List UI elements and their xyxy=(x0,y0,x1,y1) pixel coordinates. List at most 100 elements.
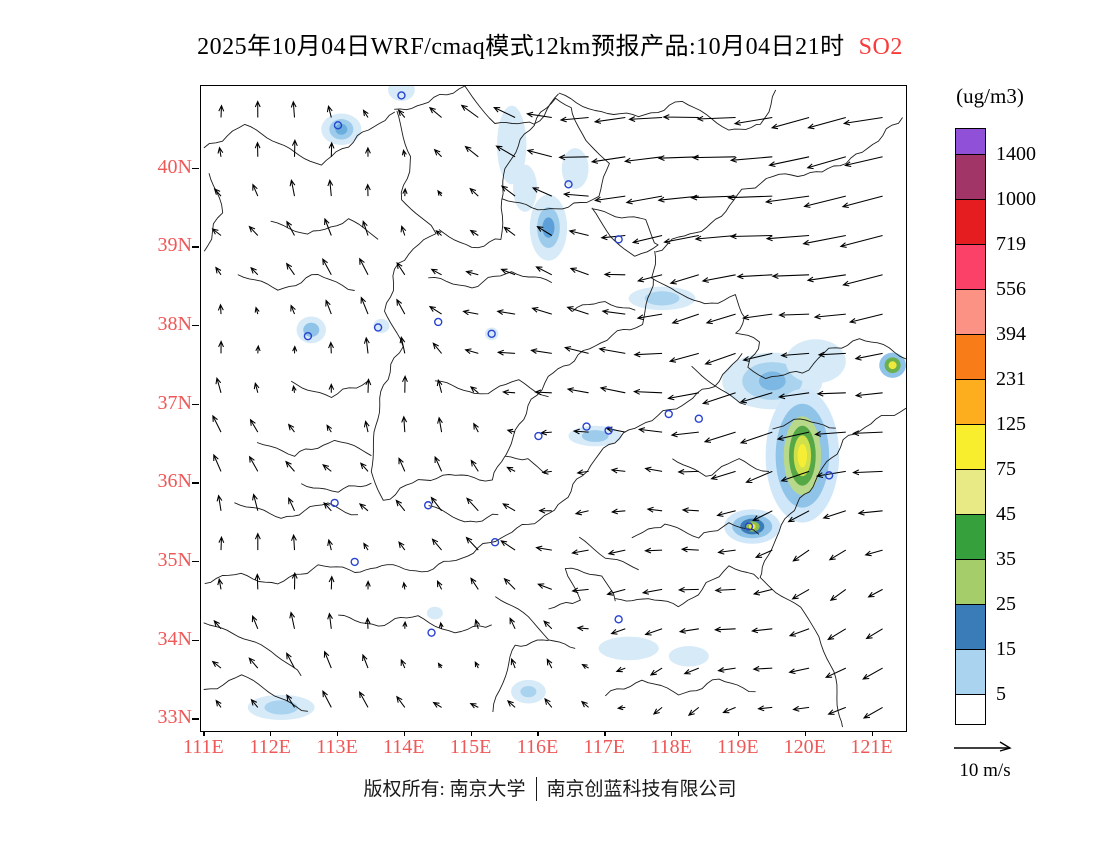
boundary-line xyxy=(438,200,504,249)
wind-arrows xyxy=(211,100,883,719)
boundary-line xyxy=(571,301,636,313)
wind-vector xyxy=(701,274,736,283)
wind-vector xyxy=(601,308,626,315)
wind-vector xyxy=(687,706,700,716)
wind-vector xyxy=(559,116,589,123)
lon-tick xyxy=(470,731,472,736)
wind-vector xyxy=(814,431,846,437)
station-marker xyxy=(373,323,383,332)
wind-vector xyxy=(534,389,552,396)
lat-tick xyxy=(192,403,199,405)
boundary-line xyxy=(759,407,906,728)
wind-vector xyxy=(571,587,589,594)
wind-vector xyxy=(255,344,261,354)
station-marker xyxy=(350,557,359,567)
wind-vector xyxy=(402,375,408,393)
wind-vector xyxy=(641,588,663,595)
wind-vector xyxy=(500,268,516,276)
wind-vector xyxy=(668,352,699,363)
so2-contour xyxy=(426,606,443,620)
colorbar-segment xyxy=(955,604,986,650)
wind-vector xyxy=(678,627,699,634)
wind-vector xyxy=(535,266,553,276)
boundary-line xyxy=(237,274,355,291)
wind-vector xyxy=(802,234,846,246)
wind-vector xyxy=(470,459,479,472)
wind-vector xyxy=(363,420,370,433)
boundary-line xyxy=(434,379,549,398)
station-marker xyxy=(664,409,673,419)
wind-vector xyxy=(844,156,883,168)
colorbar-segment xyxy=(955,289,986,335)
wind-vector xyxy=(752,665,773,672)
wind-vector xyxy=(496,309,516,316)
wind-vector xyxy=(839,234,883,248)
wind-vector xyxy=(460,104,479,118)
wind-vector xyxy=(474,618,481,629)
colorbar-label: 231 xyxy=(996,368,1026,390)
wind-vector xyxy=(751,627,773,634)
lon-axis-label: 120E xyxy=(783,736,826,758)
colorbar xyxy=(955,128,987,731)
wind-vector xyxy=(757,705,773,712)
wind-vector xyxy=(543,620,553,630)
wind-vector xyxy=(213,619,222,630)
wind-vector xyxy=(359,257,369,276)
wind-vector xyxy=(644,466,663,473)
wind-vector xyxy=(291,384,297,393)
wind-vector xyxy=(364,183,371,197)
wind-vector xyxy=(288,497,295,512)
colorbar-label: 35 xyxy=(996,548,1016,570)
so2-contour xyxy=(598,636,659,661)
wind-vector xyxy=(510,657,517,669)
lon-tick xyxy=(336,731,339,736)
wind-vector xyxy=(787,510,810,523)
wind-vector xyxy=(531,187,553,197)
wind-vector xyxy=(470,577,479,590)
wind-vector xyxy=(402,187,408,197)
wind-vector xyxy=(506,466,516,473)
colorbar-segment xyxy=(955,154,986,200)
wind-vector xyxy=(252,183,259,197)
lon-tick xyxy=(737,731,740,736)
wind-vector xyxy=(574,509,589,516)
colorbar-segment xyxy=(955,128,986,155)
wind-vector xyxy=(469,229,479,236)
wind-vector xyxy=(625,195,663,205)
wind-vector xyxy=(248,225,259,236)
wind-vector xyxy=(398,457,406,472)
wind-vector xyxy=(327,538,333,551)
wind-vector xyxy=(437,662,443,669)
colorbar-label: 556 xyxy=(996,278,1026,300)
wind-vector xyxy=(683,667,699,675)
boundary-line xyxy=(651,251,906,380)
wind-vector xyxy=(254,141,261,157)
boundary-line xyxy=(370,110,437,501)
boundary-line xyxy=(338,614,492,634)
wind-vector xyxy=(526,148,552,158)
wind-vector xyxy=(710,470,736,481)
wind-vector xyxy=(254,100,261,118)
colorbar-label: 719 xyxy=(996,233,1026,255)
boundary-line xyxy=(234,502,359,519)
wind-vector xyxy=(537,583,552,590)
wind-vector xyxy=(432,342,443,354)
wind-vector xyxy=(503,226,516,236)
wind-vector xyxy=(739,392,773,404)
station-marker xyxy=(423,501,433,510)
wind-vector xyxy=(594,195,626,203)
colorbar-unit: (ug/m3) xyxy=(956,84,1024,108)
wind-vector xyxy=(598,346,626,354)
colorbar-label: 15 xyxy=(996,638,1016,660)
wind-vector xyxy=(623,156,663,164)
wind-vector xyxy=(500,185,516,197)
boundary-line xyxy=(495,596,576,649)
wind-vector xyxy=(742,313,773,321)
wind-vector xyxy=(563,346,589,354)
wind-vector xyxy=(291,533,297,551)
wind-vector xyxy=(754,549,773,558)
wind-vector xyxy=(213,188,222,197)
station-marker xyxy=(434,317,443,327)
wind-vector xyxy=(502,389,516,396)
